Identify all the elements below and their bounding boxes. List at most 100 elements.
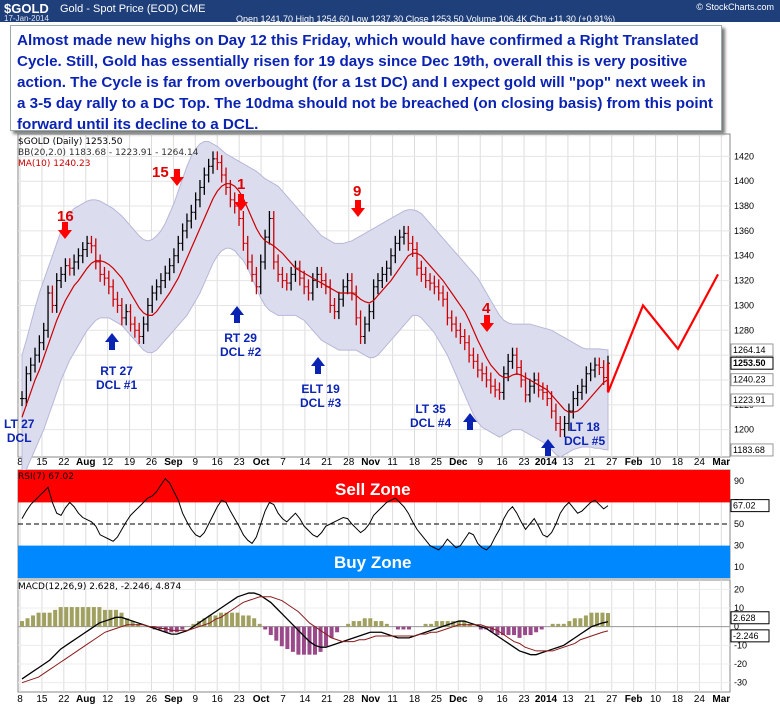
macd-hist-bar [263,626,268,630]
macd-hist-bar [91,607,96,627]
arrow-dcl-2-stem [234,314,240,323]
price-bars [20,151,610,438]
macd-hist-bar [20,621,24,627]
macd-hist-bar [440,621,445,627]
arrow-top-9 [351,208,365,217]
x-tick-bottom: 21 [584,694,596,705]
x-tick-top: 8 [17,457,23,468]
x-tick-bottom: 15 [36,694,48,705]
x-tick-bottom: 7 [280,694,286,705]
macd-hist-bar [429,623,434,627]
price-tag-box [730,393,774,407]
macd-hist-bar [285,626,290,650]
macd-hist-bar [119,612,124,627]
rsi-y-tick: 10 [734,562,744,572]
macd-hist-bar [517,626,522,638]
x-tick-top: 10 [650,457,662,468]
x-tick-top: 27 [606,457,618,468]
rsi-line [21,477,609,551]
rsi-tag: 67.02 [733,501,756,511]
macd-hist-bar [279,626,284,647]
x-tick-top: 26 [146,457,158,468]
macd-hist-bar [500,626,505,636]
x-tick-bottom: 26 [146,694,158,705]
price-y-tick: 1280 [734,325,754,335]
x-tick-top: 23 [519,457,531,468]
x-tick-bottom: Nov [361,694,380,705]
price-y-tick: 1420 [734,151,754,161]
macd-hist-bar [296,626,301,655]
macd-hist-bar [180,626,185,630]
price-tag: 1240.23 [733,375,766,385]
macd-hist-bar [290,626,295,652]
x-tick-bottom: 21 [321,694,333,705]
x-tick-bottom: 9 [477,694,483,705]
price-y-tick: 1200 [734,425,754,435]
macd-hist-bar [224,612,229,627]
annotation-box: Almost made new highs on Day 12 this Fri… [10,25,722,133]
price-y-tick: 1380 [734,201,754,211]
legend-bb: BB(20,2.0) 1183.68 - 1223.91 - 1264.14 [18,148,199,158]
cycle-label-rt27: RT 27 DCL #1 [96,364,138,392]
macd-hist-bar [583,615,588,627]
macd-hist-bar [130,621,135,627]
macd-hist-bar [329,626,334,638]
price-tag-box [730,443,774,457]
x-tick-top: 9 [193,457,199,468]
arrow-top-15-stem [174,169,180,178]
macd-hist-bar [108,609,113,627]
macd-hist-bar [274,626,279,641]
macd-hist-bar [489,626,494,633]
macd-hist-bar [268,626,273,636]
sell-zone [18,470,730,503]
x-tick-bottom: 18 [409,694,421,705]
arrow-top-16-stem [62,222,68,231]
macd-line [21,592,609,680]
macd-hist-bar [395,626,400,630]
macd-hist-bar [47,612,52,627]
macd-hist-bar [313,626,317,655]
macd-hist-bar [606,613,610,627]
macd-hist-bar [362,618,367,627]
macd-hist-bar [53,609,58,627]
price-y-tick: 1300 [734,300,754,310]
macd-hist-bar [235,612,240,627]
macd-hist-bar [550,623,555,627]
macd-hist-bar [64,607,69,627]
macd-hist-bar [58,607,63,627]
x-tick-top: 18 [672,457,684,468]
macd-y-tick: -10 [734,640,747,650]
macd-hist-bar [86,607,91,627]
macd-hist-bar [335,626,340,633]
macd-hist-bar [357,621,362,627]
macd-hist-bar [600,612,605,627]
macd-hist-bar [351,621,356,627]
arrow-top-15 [170,177,184,186]
macd-y-tick: 20 [734,584,744,594]
macd-hist-bar [567,621,572,627]
arrow-dcl-5 [541,439,555,448]
arrow-top-4 [480,323,494,332]
macd-hist-bar [257,623,262,627]
sell-zone-label: Sell Zone [335,480,411,499]
macd-hist-bar [80,607,85,627]
price-y-tick: 1340 [734,251,754,261]
x-tick-top: 18 [409,457,421,468]
arrow-dcl-4 [463,413,477,422]
macd-hist-bar [163,626,168,633]
rsi-tag-box [730,499,770,513]
x-tick-bottom: 18 [672,694,684,705]
symbol-description: Gold - Spot Price (EOD) CME [60,3,206,15]
symbol-title: $GOLD [4,1,49,16]
x-tick-top: 22 [58,457,70,468]
macd-hist-bar [373,621,378,627]
price-tag: 1183.68 [733,445,765,455]
top-label-16: 16 [57,208,74,225]
arrow-dcl-3-stem [315,365,321,374]
macd-hist-bar [230,612,235,627]
x-tick-bottom: 12 [102,694,114,705]
macd-hist-bar [42,612,47,627]
macd-hist-bar [462,621,467,627]
